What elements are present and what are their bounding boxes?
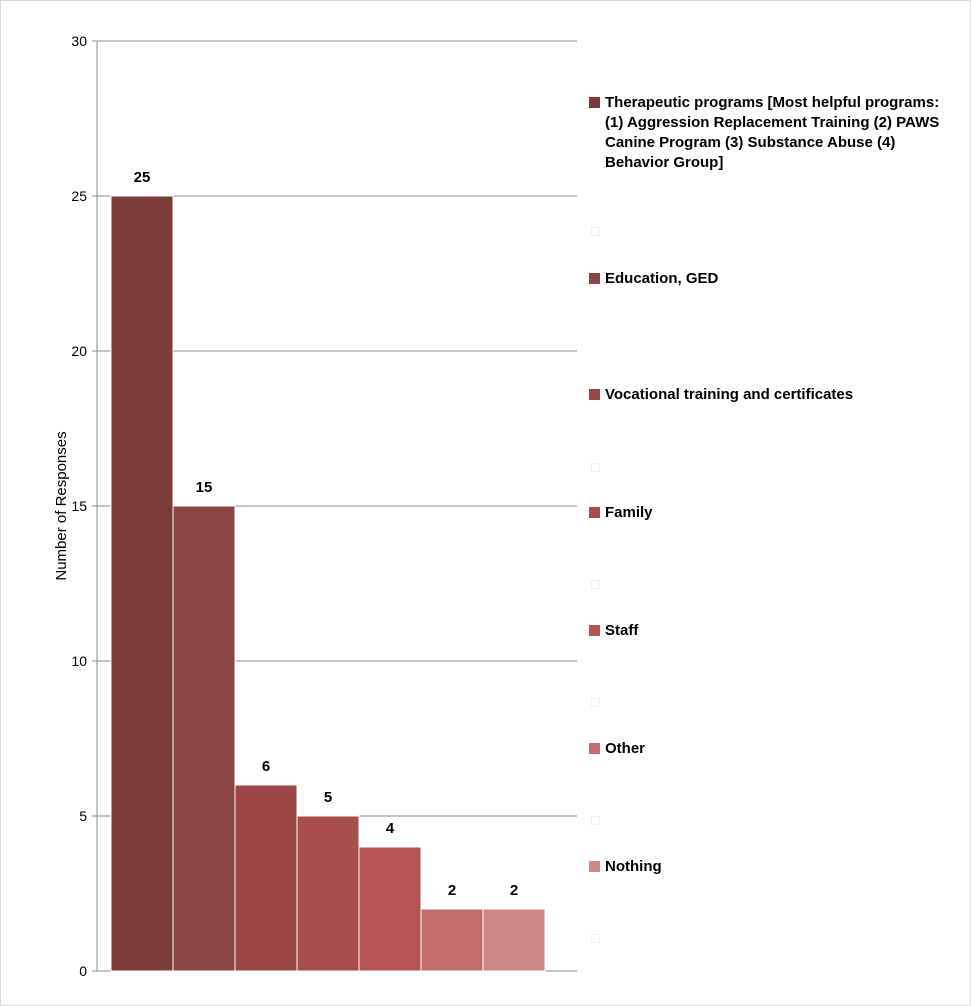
y-axis-title: Number of Responses	[53, 431, 70, 580]
legend-label: Education, GED	[605, 270, 719, 287]
legend-swatch	[589, 861, 600, 872]
y-tick-label: 25	[71, 188, 87, 204]
bars	[110, 195, 546, 972]
bar	[110, 195, 174, 972]
legend-label: Therapeutic programs [Most helpful progr…	[605, 94, 940, 171]
y-tick-label: 15	[71, 498, 87, 514]
legend-swatch	[589, 389, 600, 400]
legend-swatch	[589, 625, 600, 636]
y-tick-label: 0	[79, 963, 87, 979]
legend-swatch	[589, 97, 600, 108]
legend-label: Family	[605, 504, 653, 521]
legend-item: Education, GED	[589, 269, 950, 289]
legend-label: Staff	[605, 622, 639, 639]
bar	[482, 908, 546, 972]
bar-value-label: 2	[448, 882, 456, 899]
bar-value-label: 4	[386, 820, 395, 837]
bar-value-label: 2	[510, 882, 518, 899]
y-tick-label: 5	[79, 808, 87, 824]
legend-label: Other	[605, 740, 646, 757]
bar	[296, 815, 360, 972]
legend-empty-swatch	[591, 698, 600, 707]
legend-item: Staff	[589, 621, 950, 641]
y-tick-label: 20	[71, 343, 87, 359]
legend-label: Nothing	[605, 858, 662, 875]
legend-swatch	[589, 507, 600, 518]
legend-empty-swatch	[591, 463, 600, 472]
bar-value-label: 25	[134, 169, 151, 186]
bar-value-label: 5	[324, 789, 332, 806]
legend-item: Other	[589, 739, 950, 759]
legend-item: Therapeutic programs [Most helpful progr…	[589, 93, 950, 173]
y-tick-label: 10	[71, 653, 87, 669]
bar	[172, 505, 236, 972]
bar	[234, 784, 298, 972]
legend-empty-swatch	[591, 816, 600, 825]
legend-empty-swatch	[591, 227, 600, 236]
legend-item: Family	[589, 503, 950, 523]
legend-swatch	[589, 743, 600, 754]
y-tick-label: 30	[71, 33, 87, 49]
data-labels: 25 15 6 5 4 2 2	[134, 169, 519, 899]
axes: 0 5 10 15 20 25 30	[71, 33, 98, 979]
legend-item: Nothing	[589, 857, 950, 877]
bar-value-label: 15	[196, 479, 213, 496]
bar	[420, 908, 484, 972]
legend-swatch	[589, 273, 600, 284]
bar	[358, 846, 422, 972]
legend-item: Vocational training and certificates	[589, 385, 950, 405]
bar-value-label: 6	[262, 758, 270, 775]
legend-empty-swatch	[591, 580, 600, 589]
legend-empty-swatch	[591, 934, 600, 943]
legend-label: Vocational training and certificates	[605, 386, 854, 403]
